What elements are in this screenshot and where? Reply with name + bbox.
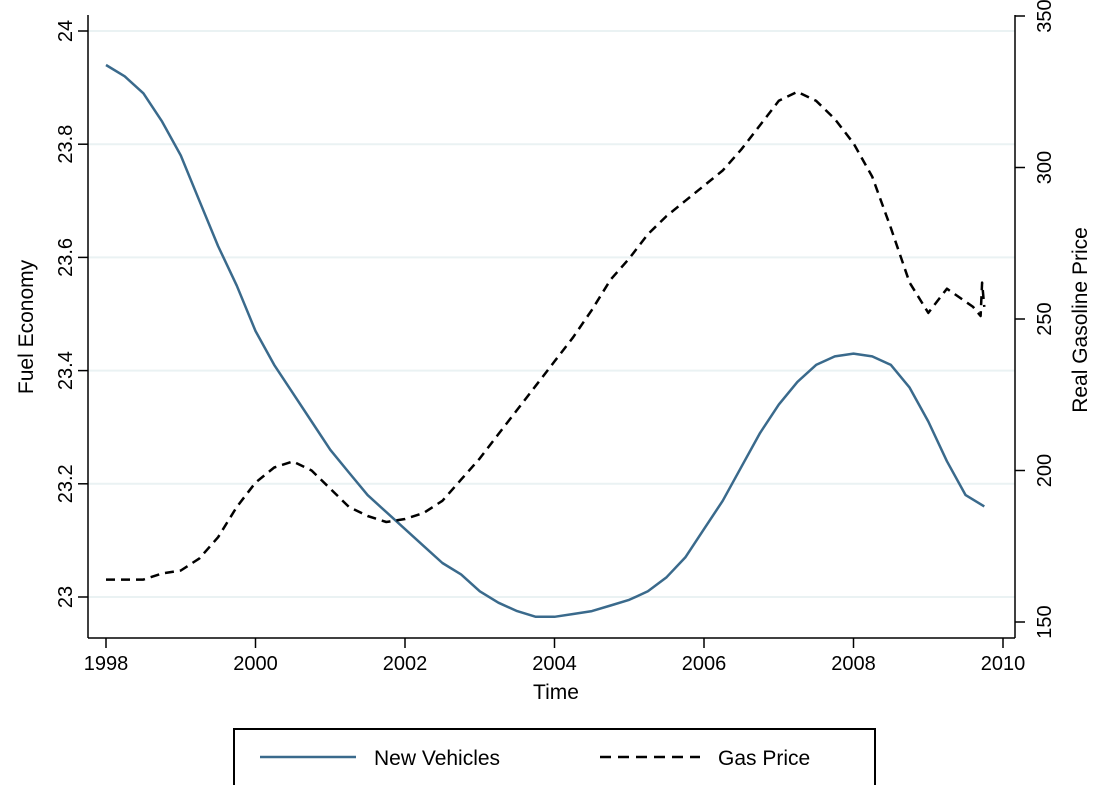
legend-label-gas-price: Gas Price (718, 747, 810, 770)
x-tick-label-1998: 1998 (84, 653, 129, 675)
x-tick-label-2002: 2002 (383, 653, 428, 675)
series-line-new-vehicles (105, 63, 985, 619)
series-lines (105, 63, 986, 619)
x-tick-label-2008: 2008 (831, 653, 876, 675)
y-left-tick-label-23.8: 23.8 (55, 125, 77, 164)
y-right-tick-label-200: 200 (1034, 454, 1056, 487)
x-tick-label-2006: 2006 (682, 653, 727, 675)
axes: 1998 2000 2002 2004 2006 2008 2010 23 23.2 23.4 23… (55, 0, 1056, 675)
x-tick-label-2000: 2000 (233, 653, 278, 675)
y-left-tick-label-24: 24 (55, 20, 77, 42)
y-axis-left-title: Fuel Economy (15, 259, 38, 394)
y-left-tick-label-23.4: 23.4 (55, 351, 77, 390)
x-tick-label-2004: 2004 (532, 653, 577, 675)
y-left-tick-label-23: 23 (55, 586, 77, 608)
y-left-tick-label-23.2: 23.2 (55, 464, 77, 503)
legend-label-new-vehicles: New Vehicles (374, 747, 500, 770)
y-axis-right-title: Real Gasoline Price (1069, 227, 1092, 413)
gridlines (88, 30, 1015, 598)
x-tick-label-2010: 2010 (981, 653, 1026, 675)
y-right-tick-label-350: 350 (1034, 0, 1056, 33)
series-line-gas-price (106, 90, 986, 581)
y-right-tick-label-150: 150 (1034, 605, 1056, 638)
y-right-tick-label-300: 300 (1034, 151, 1056, 184)
y-right-tick-label-250: 250 (1034, 302, 1056, 335)
x-axis-title: Time (533, 681, 579, 704)
legend: New Vehicles Gas Price (233, 728, 876, 785)
y-left-tick-label-23.6: 23.6 (55, 238, 77, 277)
